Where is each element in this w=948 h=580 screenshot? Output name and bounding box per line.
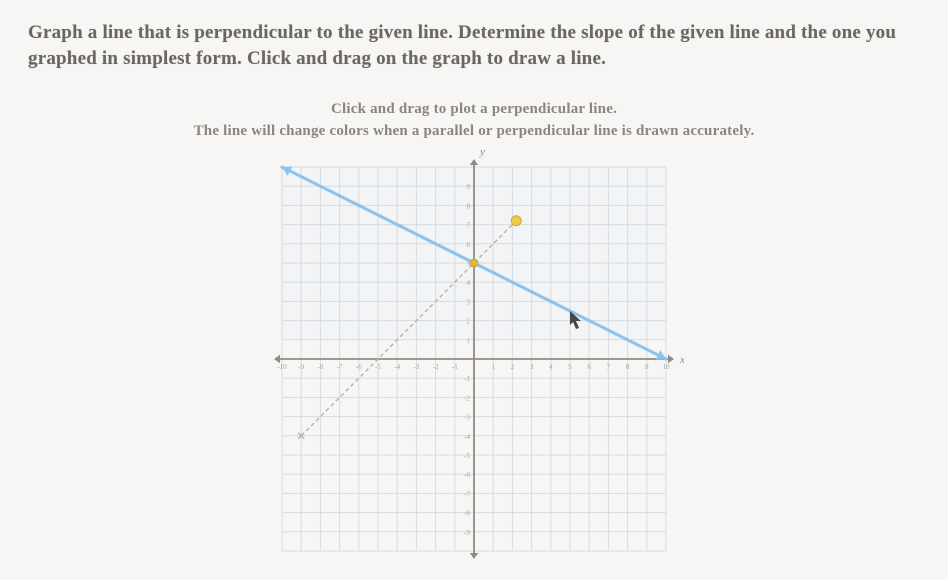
svg-text:-10: -10 xyxy=(277,363,287,371)
svg-text:6: 6 xyxy=(467,241,471,249)
svg-text:4: 4 xyxy=(549,363,553,371)
svg-text:-8: -8 xyxy=(317,363,323,371)
coordinate-graph[interactable]: -10-9-8-7-6-5-4-3-2-11234567891012345678… xyxy=(264,149,684,569)
svg-text:-4: -4 xyxy=(394,363,400,371)
svg-text:4: 4 xyxy=(467,279,471,287)
svg-text:3: 3 xyxy=(530,363,534,371)
instructions-line-1: Click and drag to plot a perpendicular l… xyxy=(331,101,617,117)
svg-text:-2: -2 xyxy=(433,363,439,371)
svg-text:5: 5 xyxy=(568,363,572,371)
question-prompt: Graph a line that is perpendicular to th… xyxy=(28,20,920,71)
svg-text:-1: -1 xyxy=(452,363,458,371)
instructions-line-2: The line will change colors when a paral… xyxy=(194,123,755,139)
svg-text:x: x xyxy=(679,354,684,366)
svg-text:3: 3 xyxy=(467,298,471,306)
svg-text:-3: -3 xyxy=(464,413,470,421)
svg-text:2: 2 xyxy=(467,317,471,325)
svg-text:1: 1 xyxy=(491,363,495,371)
svg-text:-7: -7 xyxy=(337,363,343,371)
prompt-line-1: Graph a line that is perpendicular to th… xyxy=(28,22,896,43)
svg-text:-6: -6 xyxy=(464,471,470,479)
svg-text:-6: -6 xyxy=(356,363,362,371)
svg-text:-9: -9 xyxy=(298,363,304,371)
svg-text:8: 8 xyxy=(467,202,471,210)
graph-instructions: Click and drag to plot a perpendicular l… xyxy=(28,99,920,143)
svg-text:-7: -7 xyxy=(464,490,470,498)
svg-text:1: 1 xyxy=(467,337,471,345)
svg-text:6: 6 xyxy=(587,363,591,371)
svg-text:9: 9 xyxy=(645,363,649,371)
svg-text:9: 9 xyxy=(467,183,471,191)
svg-text:-5: -5 xyxy=(464,452,470,460)
svg-text:y: y xyxy=(479,149,485,158)
svg-text:-8: -8 xyxy=(464,509,470,517)
svg-text:-3: -3 xyxy=(413,363,419,371)
svg-text:10: 10 xyxy=(663,363,671,371)
svg-text:-2: -2 xyxy=(464,394,470,402)
prompt-line-2: graphed in simplest form. Click and drag… xyxy=(28,48,606,69)
svg-text:8: 8 xyxy=(626,363,630,371)
svg-text:-9: -9 xyxy=(464,529,470,537)
svg-text:7: 7 xyxy=(607,363,611,371)
svg-text:-4: -4 xyxy=(464,433,470,441)
line-intercept-point[interactable] xyxy=(470,259,478,267)
svg-text:-5: -5 xyxy=(375,363,381,371)
drag-handle-point[interactable] xyxy=(511,216,521,226)
svg-text:2: 2 xyxy=(511,363,515,371)
svg-text:-1: -1 xyxy=(464,375,470,383)
svg-text:7: 7 xyxy=(467,221,471,229)
